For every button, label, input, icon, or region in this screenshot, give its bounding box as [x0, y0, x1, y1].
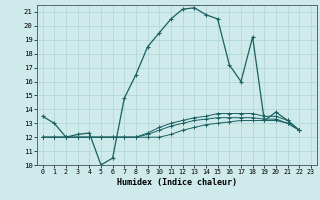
X-axis label: Humidex (Indice chaleur): Humidex (Indice chaleur): [117, 178, 237, 187]
